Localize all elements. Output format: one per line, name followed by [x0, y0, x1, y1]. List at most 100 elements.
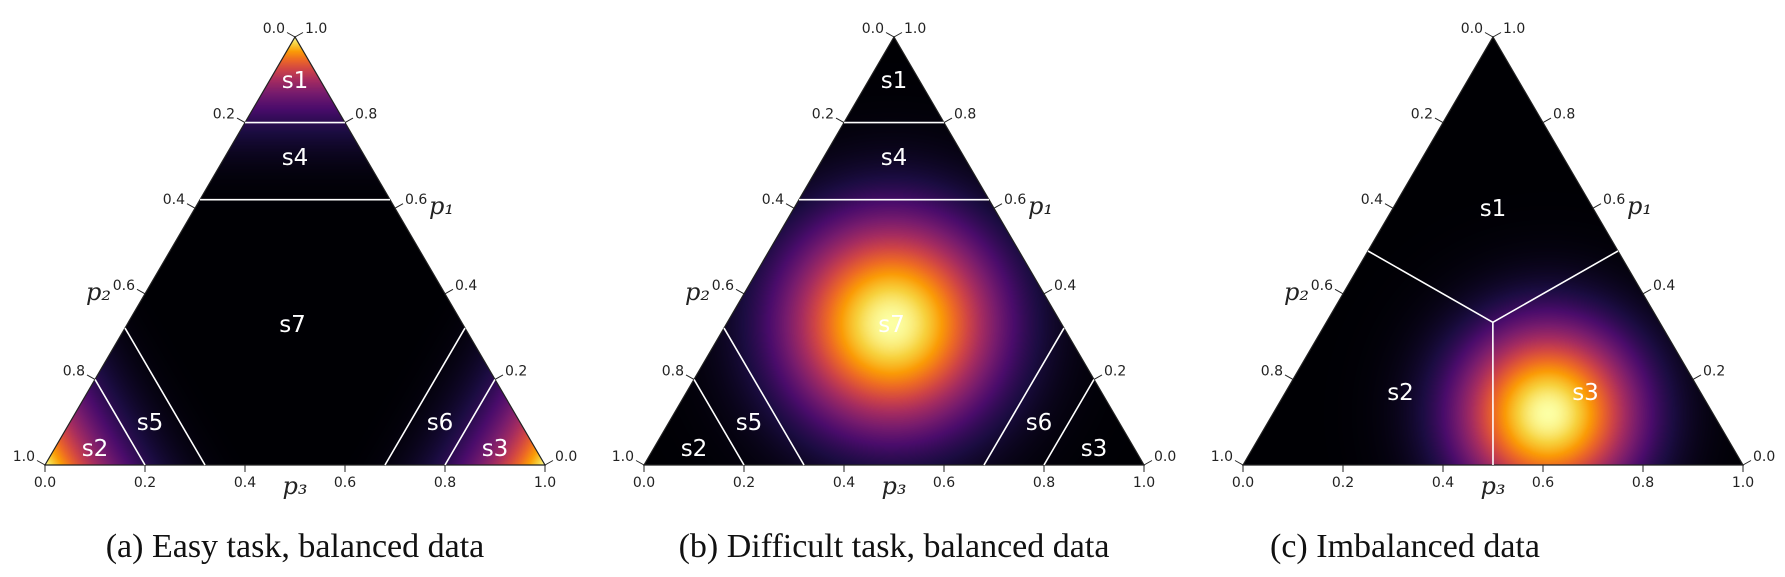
- region-label-s1: s1: [881, 68, 908, 94]
- p2-tick-label: 0.6: [113, 278, 135, 294]
- p3-tick-label: 0.2: [733, 475, 755, 491]
- region-label-s2: s2: [82, 436, 109, 462]
- p2-tick-label: 0.0: [263, 21, 285, 37]
- region-label-s3: s3: [1572, 380, 1599, 406]
- p1-tick-label: 0.0: [1154, 449, 1176, 465]
- p2-tick-label: 0.6: [712, 278, 734, 294]
- p2-tick: [237, 118, 245, 123]
- p1-tick: [1643, 289, 1651, 294]
- p1-tick: [295, 33, 303, 38]
- p1-tick: [1493, 33, 1501, 38]
- p3-tick-label: 0.0: [34, 475, 56, 491]
- p1-tick: [1543, 118, 1551, 123]
- p2-tick-label: 0.4: [762, 192, 784, 208]
- region-label-s3: s3: [1081, 436, 1108, 462]
- p2-axis-label: p₂: [86, 278, 111, 306]
- p2-tick-label: 1.0: [1211, 449, 1233, 465]
- p1-tick: [894, 33, 902, 38]
- p2-tick: [1235, 461, 1243, 466]
- p1-tick: [1044, 289, 1052, 294]
- p3-tick-label: 0.6: [1532, 475, 1554, 491]
- p2-tick: [736, 289, 744, 294]
- p1-tick: [395, 204, 403, 209]
- p1-tick: [1743, 461, 1751, 466]
- p1-tick-label: 0.6: [1004, 192, 1026, 208]
- p1-tick: [345, 118, 353, 123]
- ternary-panel-3: s1s2 s30.00.00.00.20.20.20.40.40.40.60.60…: [1211, 21, 1776, 565]
- p2-tick-label: 0.8: [63, 363, 85, 379]
- p2-tick-label: 0.8: [1261, 363, 1283, 379]
- p1-tick: [944, 118, 952, 123]
- p1-tick-label: 1.0: [305, 21, 327, 37]
- p3-tick-label: 0.4: [1432, 475, 1454, 491]
- p1-tick: [545, 461, 553, 466]
- p2-tick: [886, 33, 894, 38]
- p3-tick-label: 0.8: [434, 475, 456, 491]
- p2-tick: [636, 461, 644, 466]
- p1-tick: [1593, 204, 1601, 209]
- p1-tick-label: 1.0: [904, 21, 926, 37]
- ternary-panel-2: s1 s4 s7 s2 s5 s6 s3 0.0 0.0 0.0 0.2 0.2 0.2 0.4 0.4 0.…: [612, 21, 1177, 565]
- p1-tick-label: 0.2: [1104, 363, 1126, 379]
- p2-tick: [1285, 375, 1293, 380]
- p3-tick-label: 0.8: [1632, 475, 1654, 491]
- p2-tick-label: 1.0: [13, 449, 35, 465]
- p2-tick: [1435, 118, 1443, 123]
- p1-tick: [1144, 461, 1152, 466]
- p3-tick-label: 0.6: [933, 475, 955, 491]
- p1-tick-label: 0.6: [1603, 192, 1625, 208]
- p2-tick: [786, 204, 794, 209]
- p1-tick-label: 1.0: [1503, 21, 1525, 37]
- p1-tick: [1094, 375, 1102, 380]
- p3-tick-label: 0.0: [633, 475, 655, 491]
- p3-axis-label: p₃: [1481, 472, 1506, 500]
- region-label-s2: s2: [681, 436, 708, 462]
- p3-axis-label: p₃: [283, 472, 308, 500]
- p1-tick-label: 0.4: [1054, 278, 1076, 294]
- region-label-s4: s4: [881, 145, 908, 171]
- p1-tick-label: 0.4: [1653, 278, 1675, 294]
- p2-tick: [287, 33, 295, 38]
- p2-tick-label: 1.0: [612, 449, 634, 465]
- p2-tick: [836, 118, 844, 123]
- p2-tick: [1385, 204, 1393, 209]
- p2-tick: [187, 204, 195, 209]
- p3-tick-label: 1.0: [534, 475, 556, 491]
- p1-tick-label: 0.0: [555, 449, 577, 465]
- region-label-s7: s7: [279, 312, 306, 338]
- density-heatmap: [45, 37, 545, 465]
- p2-tick-label: 0.2: [213, 107, 235, 123]
- p1-tick-label: 0.0: [1753, 449, 1775, 465]
- region-label-s1: s1: [1480, 196, 1507, 222]
- p1-tick-label: 0.8: [1553, 107, 1575, 123]
- p2-tick-label: 0.2: [1411, 107, 1433, 123]
- region-label-s6: s6: [1026, 410, 1053, 436]
- p3-axis-label: p₃: [882, 472, 907, 500]
- p3-tick-label: 0.2: [134, 475, 156, 491]
- p1-tick-label: 0.8: [355, 107, 377, 123]
- p1-tick-label: 0.6: [405, 192, 427, 208]
- p1-tick: [994, 204, 1002, 209]
- p2-tick: [87, 375, 95, 380]
- region-label-s4: s4: [282, 145, 309, 171]
- p3-tick-label: 0.2: [1332, 475, 1354, 491]
- p2-tick-label: 0.8: [662, 363, 684, 379]
- p1-tick: [445, 289, 453, 294]
- panel-caption: (c) Imbalanced data: [1270, 528, 1540, 565]
- p1-axis-label: p₁: [1627, 192, 1652, 220]
- p3-tick-label: 1.0: [1133, 475, 1155, 491]
- p3-tick-label: 1.0: [1732, 475, 1754, 491]
- region-label-s6: s6: [427, 410, 454, 436]
- p2-tick-label: 0.6: [1311, 278, 1333, 294]
- density-heatmap: [644, 37, 1144, 465]
- p1-tick: [495, 375, 503, 380]
- p3-tick-label: 0.4: [833, 475, 855, 491]
- p2-tick: [137, 289, 145, 294]
- p1-tick-label: 0.2: [505, 363, 527, 379]
- region-label-s5: s5: [137, 410, 164, 436]
- region-label-s5: s5: [736, 410, 763, 436]
- p3-tick-label: 0.4: [234, 475, 256, 491]
- ternary-panel-1: s1 s4 s7 s2 s5 s6 s3 0.0 0.0 0.0 0.2 0.2 0.2 0.4 0.4 0.…: [13, 21, 578, 565]
- panel-caption: (b) Difficult task, balanced data: [679, 528, 1110, 565]
